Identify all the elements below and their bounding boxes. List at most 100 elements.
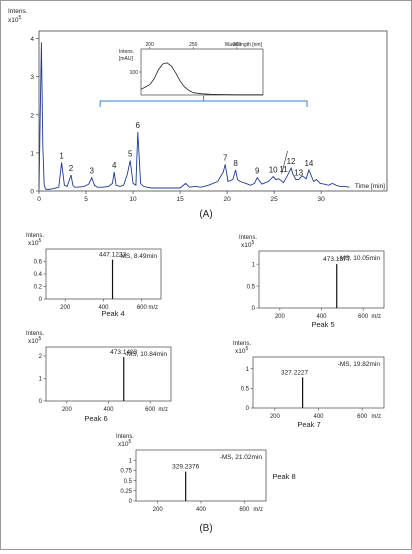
ms2-y-tick-label: 0 (252, 306, 256, 312)
ms2-title: -MS, 10.05min (338, 255, 381, 262)
ms3-y-tick-label: 0 (39, 399, 43, 405)
ms3-peak-annotation: 473.1403 (110, 349, 137, 356)
ms4-y-tick-label: 0 (246, 406, 250, 412)
ms3-caption: Peak 6 (84, 414, 107, 423)
chromatogram-peak-label: 1 (59, 151, 64, 160)
chromatogram-y-tick-label: 1 (30, 150, 34, 157)
ms4-title: -MS, 19.82min (338, 361, 381, 368)
chromatogram-y-axis-label: Intens. (8, 8, 28, 15)
ms4-y-tick-label: 0.5 (241, 387, 250, 393)
chromatogram-peak-label: 5 (128, 150, 133, 159)
ms4-x-tick-label: 400 (313, 414, 324, 420)
chromatogram-x-tick-label: 0 (37, 196, 41, 203)
ms1-title: -MS, 8.49min (118, 253, 157, 260)
panel-a-label: (A) (199, 209, 212, 220)
ms2-y-tick-label: 1 (252, 262, 256, 268)
ms2-y-tick-label: 0.5 (247, 284, 256, 290)
ms5-y-tick-label: 0.75 (120, 469, 132, 475)
ms2-caption: Peak 5 (311, 320, 334, 329)
ms3-x-tick-label: 400 (103, 407, 114, 413)
chromatogram-y-tick-label: 0 (30, 189, 34, 196)
ms3-x-axis-label: m/z (158, 407, 168, 413)
inset-x-tick-label: 300 (233, 42, 242, 48)
ms3-y-tick-label: 2 (39, 354, 43, 360)
inset-y-axis-unit: [mAU] (119, 56, 134, 62)
chromatogram-y-tick-label: 3 (30, 74, 34, 81)
panel-b-label: (B) (199, 523, 212, 534)
ms5-y-tick-label: 0.5 (124, 479, 133, 485)
ms5-x-axis-label: m/z (253, 507, 263, 513)
chromatogram-peak-label: 11 (279, 165, 288, 174)
ms4-x-tick-label: 600 (357, 414, 368, 420)
chromatogram-peak-label: 3 (89, 167, 94, 176)
ms5-x-tick-label: 200 (153, 507, 164, 513)
ms3-title: -MS, 10.84min (125, 351, 168, 358)
ms4-peak-annotation: 327.2227 (281, 369, 308, 376)
chromatogram-y-tick-label: 4 (30, 36, 34, 43)
ms5-y-tick-label: 1 (129, 458, 133, 464)
ms2-x-tick-label: 600 (358, 314, 369, 320)
inset-y-axis-label: Intens. (119, 49, 134, 55)
chromatogram-peak-label: 14 (304, 159, 313, 168)
ms2-x-tick-label: 400 (316, 314, 327, 320)
ms2-y-scale: x105 (241, 240, 254, 249)
inset-plot-frame (140, 48, 264, 96)
chromatogram-x-tick-label: 15 (176, 196, 184, 203)
chromatogram-x-tick-label: 20 (223, 196, 231, 203)
ms2-x-tick-label: 200 (275, 314, 286, 320)
inset-x-tick-label: 200 (146, 42, 155, 48)
chromatogram-peak-label: 10 (269, 166, 278, 175)
chromatogram-x-tick-label: 10 (129, 196, 137, 203)
peak-11-leader-line (281, 150, 288, 174)
ms1-y-tick-label: 0 (39, 297, 43, 303)
chromatogram-x-tick-label: 5 (84, 196, 88, 203)
ms1-x-tick-label: 400 (98, 305, 109, 311)
ms3-y-tick-label: 1 (39, 377, 43, 383)
chromatogram-x-axis-label: Time [min] (355, 183, 385, 190)
ms5-x-tick-label: 600 (239, 507, 250, 513)
chromatogram-x-tick-label: 25 (271, 196, 279, 203)
chromatogram-peak-label: 4 (112, 161, 117, 170)
chromatogram-peak-label: 8 (233, 159, 238, 168)
chromatogram-peak-label: 7 (223, 153, 228, 162)
chromatogram-y-tick-label: 2 (30, 112, 34, 119)
ms5-y-scale: x105 (118, 439, 131, 448)
chromatogram-peak-label: 12 (287, 157, 296, 166)
ms1-peak-annotation: 447.1223 (99, 252, 126, 259)
ms1-y-tick-label: 0.6 (34, 260, 43, 266)
ms5-y-tick-label: 0.25 (120, 489, 132, 495)
ms1-x-tick-label: 200 (60, 305, 71, 311)
chromatogram-peak-label: 13 (294, 169, 303, 178)
ms3-y-axis-label: Intens. (26, 331, 44, 337)
ms2-y-axis-label: Intens. (239, 235, 257, 241)
ms1-y-scale: x105 (28, 238, 41, 247)
ms1-y-tick-label: 0.4 (34, 272, 43, 278)
ms2-peak-annotation: 473.1377 (323, 256, 350, 263)
ms1-y-axis-label: Intens. (26, 233, 44, 239)
ms1-caption: Peak 4 (101, 309, 124, 318)
ms3-y-scale: x105 (28, 336, 41, 345)
ms5-caption: Peak 8 (272, 472, 295, 481)
chromatogram-x-tick-label: 30 (318, 196, 326, 203)
chromatogram-peak-label: 2 (69, 164, 74, 173)
ms5-peak-annotation: 329.2376 (172, 464, 199, 471)
ms5-x-tick-label: 400 (196, 507, 207, 513)
ms5-title: -MS, 21.02min (220, 454, 263, 461)
chromatogram-trace (38, 42, 350, 190)
ms4-y-axis-label: Intens. (233, 341, 251, 347)
ms4-x-tick-label: 200 (270, 414, 281, 420)
chromatogram-y-scale: x105 (8, 15, 21, 24)
ms1-x-axis-label: m/z (148, 305, 158, 311)
chromatogram-peak-label: 9 (255, 167, 260, 176)
ms4-y-scale: x105 (235, 346, 248, 355)
ms2-x-axis-label: m/z (371, 314, 381, 320)
uv-spectrum-bracket (99, 100, 308, 107)
ms1-y-tick-label: 0.2 (34, 285, 43, 291)
ms3-x-tick-label: 600 (145, 407, 156, 413)
inset-y-tick-label: 100 (130, 70, 139, 76)
inset-uv-trace (140, 62, 263, 96)
inset-x-axis-label: Wavelength [nm] (225, 42, 263, 48)
ms4-x-axis-label: m/z (371, 414, 381, 420)
inset-x-tick-label: 250 (189, 42, 198, 48)
